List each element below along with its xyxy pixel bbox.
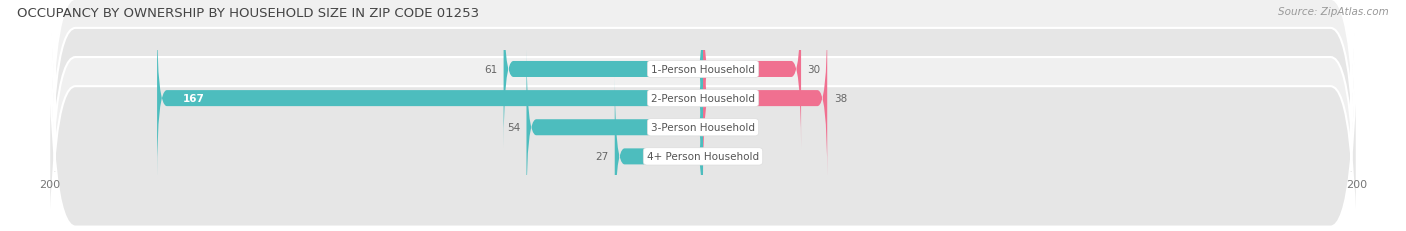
Text: 30: 30 [807, 65, 821, 75]
Text: 61: 61 [484, 65, 498, 75]
Text: Source: ZipAtlas.com: Source: ZipAtlas.com [1278, 7, 1389, 17]
FancyBboxPatch shape [49, 0, 1357, 231]
Text: 3-Person Household: 3-Person Household [651, 123, 755, 133]
Text: 0: 0 [710, 152, 716, 162]
FancyBboxPatch shape [703, 0, 801, 149]
Text: 1-Person Household: 1-Person Household [651, 65, 755, 75]
FancyBboxPatch shape [49, 0, 1357, 231]
FancyBboxPatch shape [526, 49, 703, 207]
Text: 38: 38 [834, 94, 846, 104]
FancyBboxPatch shape [703, 20, 827, 178]
FancyBboxPatch shape [503, 0, 703, 149]
Text: 167: 167 [183, 94, 205, 104]
Text: 27: 27 [595, 152, 609, 162]
FancyBboxPatch shape [157, 20, 703, 178]
FancyBboxPatch shape [614, 78, 703, 231]
FancyBboxPatch shape [49, 0, 1357, 231]
Text: 0: 0 [710, 123, 716, 133]
Text: OCCUPANCY BY OWNERSHIP BY HOUSEHOLD SIZE IN ZIP CODE 01253: OCCUPANCY BY OWNERSHIP BY HOUSEHOLD SIZE… [17, 7, 479, 20]
Text: 4+ Person Household: 4+ Person Household [647, 152, 759, 162]
Text: 54: 54 [506, 123, 520, 133]
Text: 2-Person Household: 2-Person Household [651, 94, 755, 104]
FancyBboxPatch shape [49, 0, 1357, 231]
